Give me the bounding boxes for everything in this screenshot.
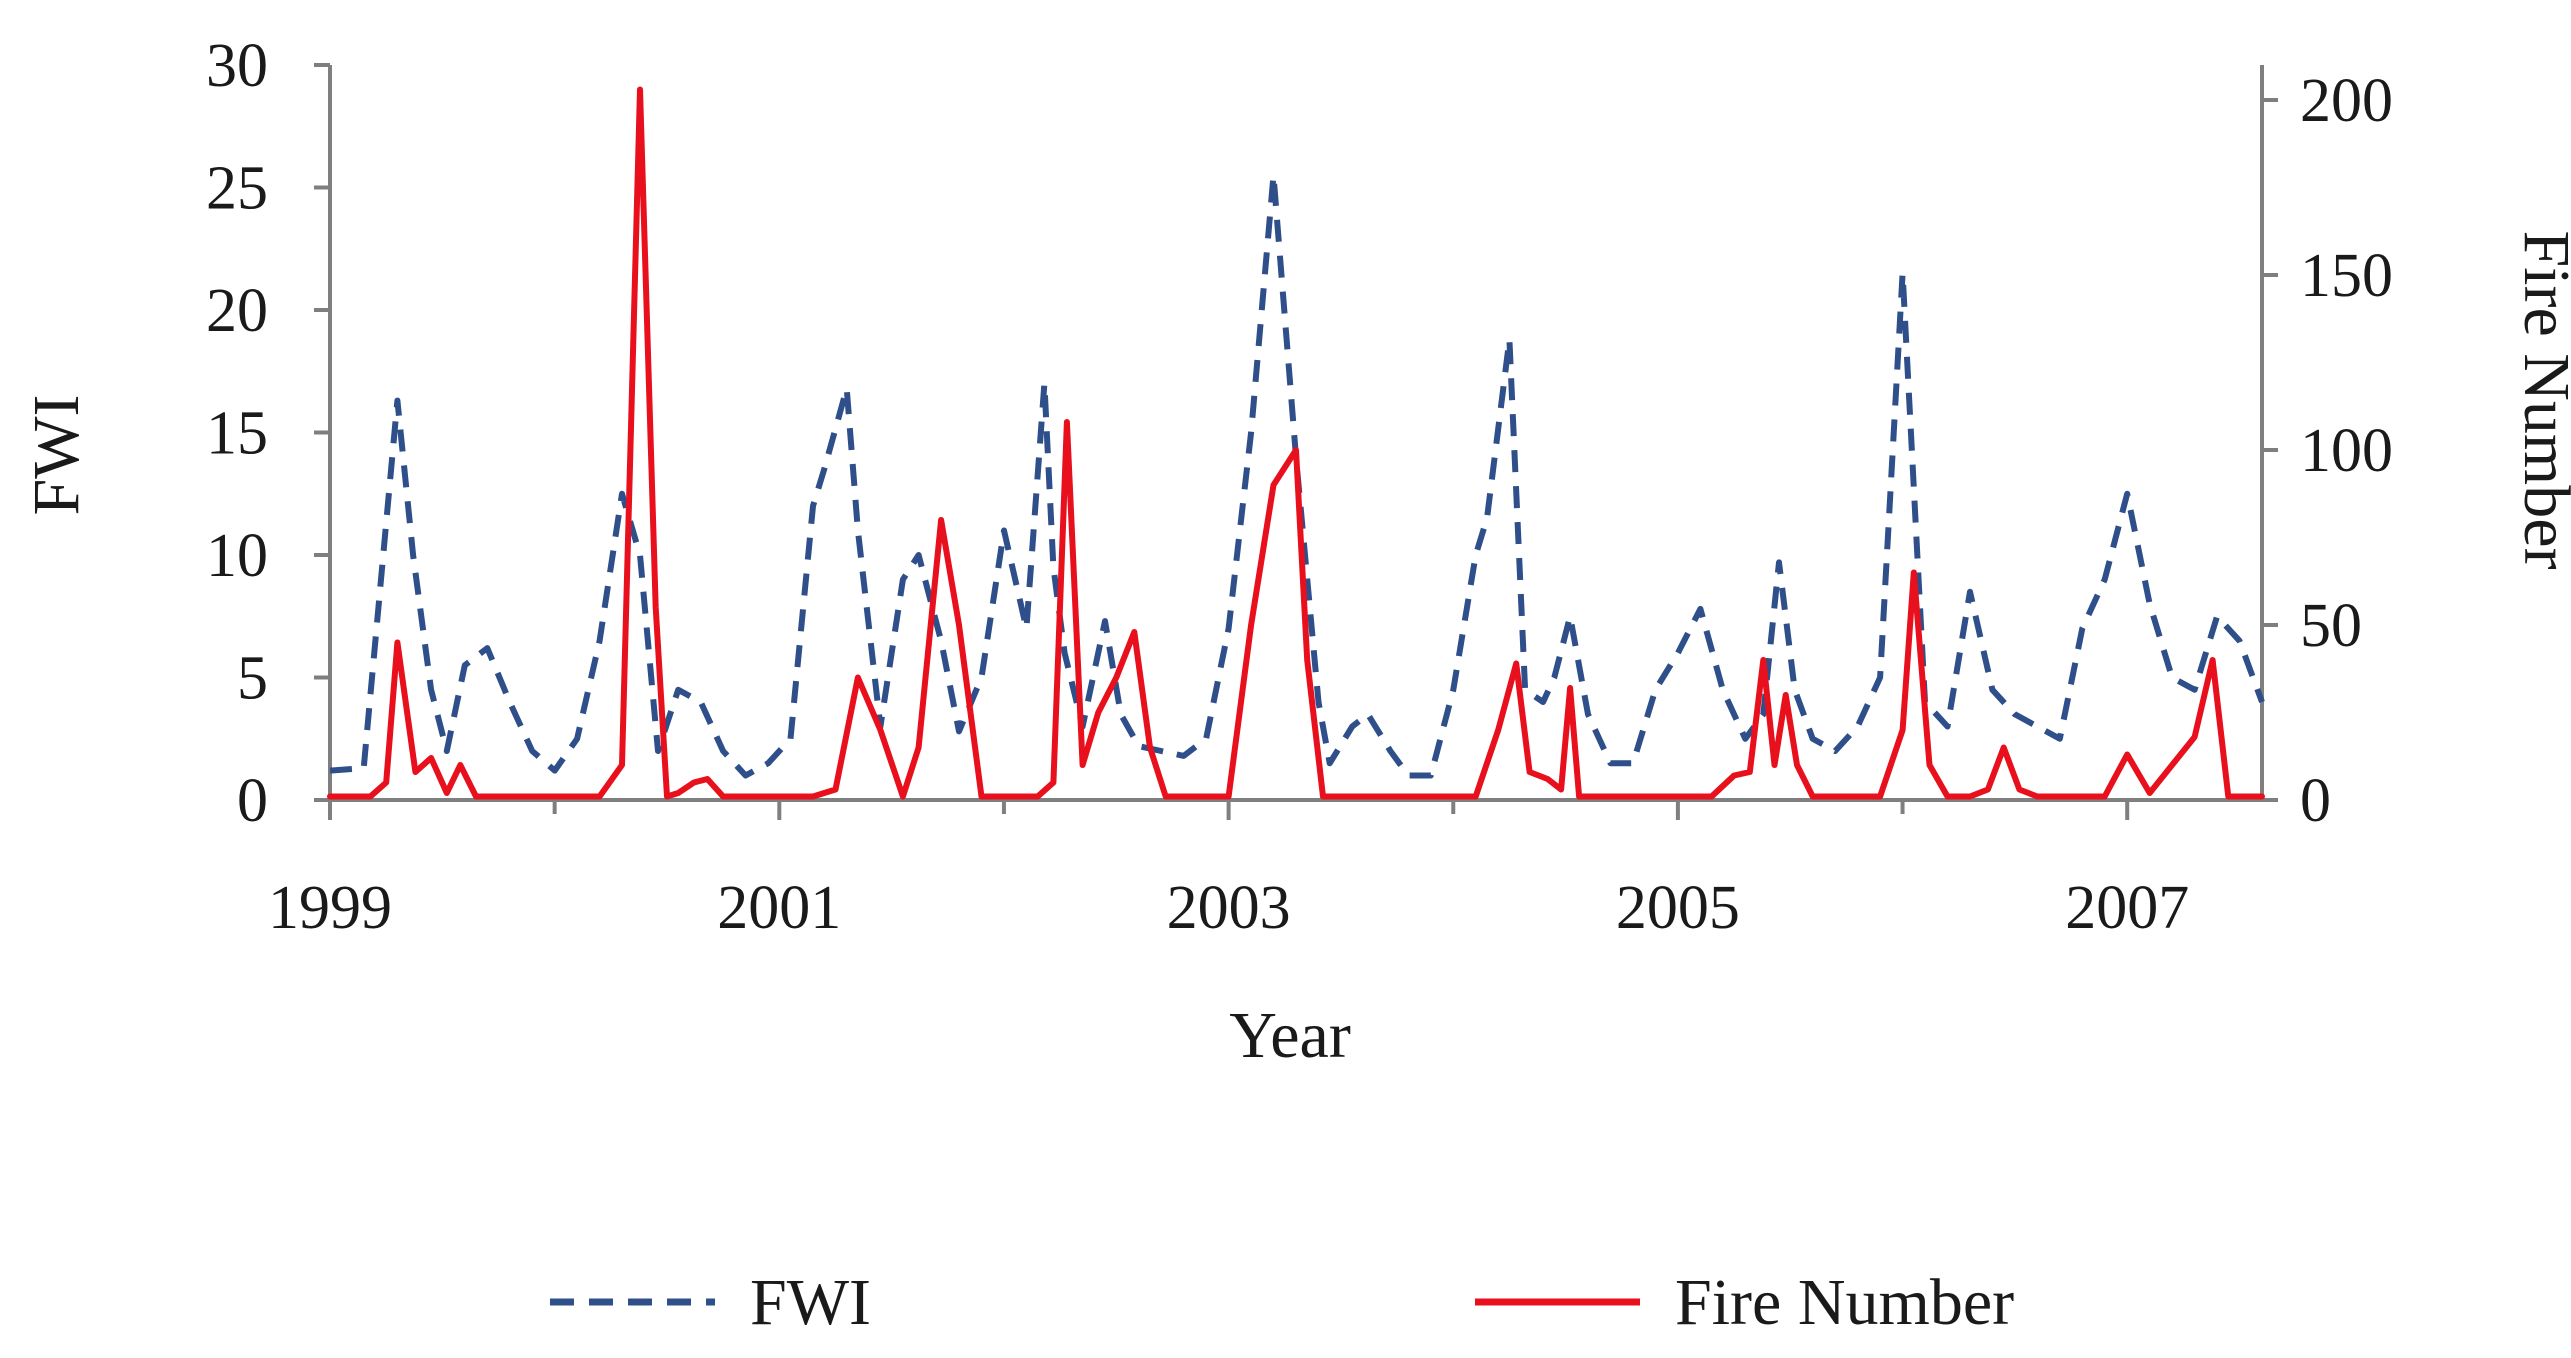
series-layer (327, 86, 2265, 800)
x-axis-title: Year (1229, 999, 1351, 1072)
legend-item-fwi: FWI (550, 1266, 871, 1339)
x-axis-ticks: 1999 2001 2003 2005 2007 (268, 800, 2189, 942)
left-y-tick-label: 25 (206, 155, 268, 223)
left-y-axis-title: FWI (20, 395, 93, 516)
right-y-tick-label: 50 (2300, 592, 2362, 660)
legend: FWI Fire Number (550, 1266, 2014, 1339)
x-tick-label: 2007 (2065, 874, 2189, 942)
series-line-fire-number (327, 86, 2265, 800)
x-tick-label: 2003 (1167, 874, 1291, 942)
left-y-tick-label: 20 (206, 277, 268, 345)
right-y-axis-title: Fire Number (2510, 230, 2571, 569)
axes (328, 65, 2264, 802)
x-tick-label: 2005 (1616, 874, 1740, 942)
right-y-tick-label: 0 (2300, 767, 2331, 835)
legend-item-fire-number: Fire Number (1475, 1266, 2014, 1339)
legend-label-fwi: FWI (750, 1266, 871, 1339)
left-y-tick-label: 5 (237, 645, 268, 713)
x-tick-label: 2001 (717, 874, 841, 942)
right-y-tick-label: 200 (2300, 67, 2393, 135)
left-y-tick-label: 30 (206, 32, 268, 100)
left-y-tick-label: 0 (237, 767, 268, 835)
left-y-tick-label: 15 (206, 400, 268, 468)
x-tick-label: 1999 (268, 874, 392, 942)
right-y-tick-label: 150 (2300, 242, 2393, 310)
left-y-axis-ticks: 0 5 10 15 20 25 30 (206, 32, 330, 835)
right-y-axis-ticks: 0 50 100 150 200 (2262, 67, 2393, 835)
left-y-tick-label: 10 (206, 522, 268, 590)
right-y-tick-label: 100 (2300, 417, 2393, 485)
legend-label-fire-number: Fire Number (1675, 1266, 2014, 1339)
